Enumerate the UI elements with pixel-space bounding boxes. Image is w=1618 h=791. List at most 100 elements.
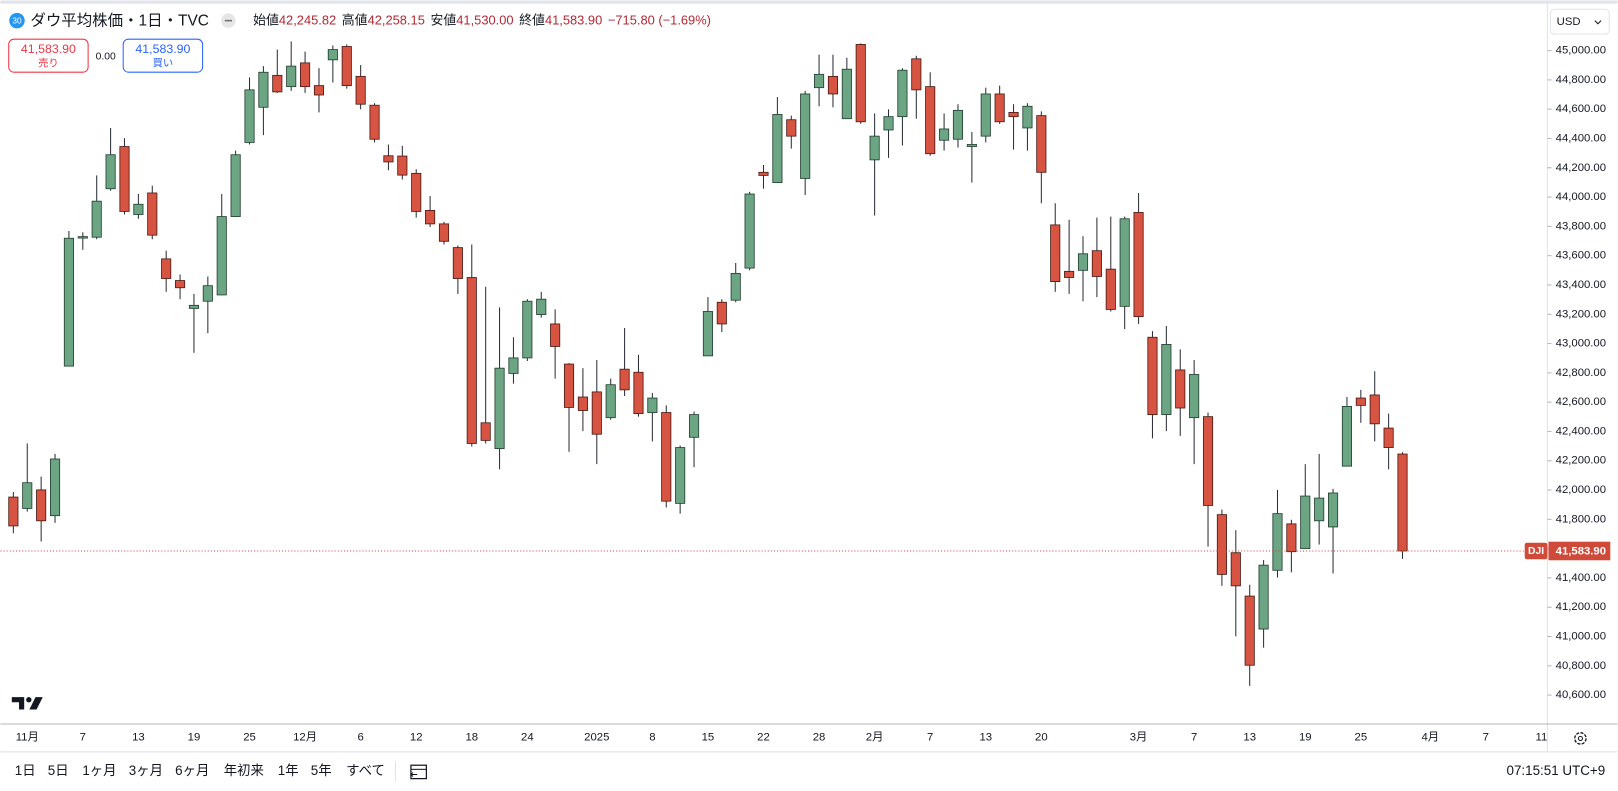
candle-body (1008, 111, 1019, 118)
buy-button[interactable]: 41,583.90 買い (122, 38, 204, 73)
candle-body (855, 44, 866, 123)
range-button[interactable]: すべて (346, 763, 385, 778)
candle-body (119, 146, 130, 212)
sell-label: 売り (38, 57, 59, 70)
y-tick-label: 44,000.00 (1556, 191, 1606, 203)
candle-body (550, 323, 561, 347)
candle-body (661, 412, 672, 502)
y-tick-label: 43,200.00 (1556, 308, 1606, 320)
range-button[interactable]: 5年 (311, 763, 332, 778)
settings-button[interactable] (1574, 732, 1587, 745)
spread: 0.00 (96, 51, 116, 62)
candle-body (452, 247, 463, 279)
clock[interactable]: 07:15:51 UTC+9 (1507, 763, 1606, 778)
range-button[interactable]: 1ヶ月 (82, 763, 116, 778)
y-tick-label: 41,000.00 (1556, 631, 1606, 643)
x-tick-label: 28 (813, 731, 826, 743)
symbol-tag (1524, 542, 1548, 560)
candle-body (1077, 253, 1089, 271)
y-tick-label: 40,600.00 (1556, 689, 1606, 701)
candle-body (327, 49, 338, 61)
y-tick-label: 44,200.00 (1556, 162, 1606, 174)
candle-body (1189, 374, 1200, 419)
y-tick-label: 44,800.00 (1556, 74, 1606, 86)
candle-body (980, 93, 991, 137)
range-button[interactable]: 年初来 (224, 763, 264, 778)
gear-inner (1577, 735, 1583, 741)
low-label: 安値 (431, 13, 457, 28)
candle-body (730, 272, 741, 301)
open-label: 始値 (253, 13, 279, 28)
candle-body (105, 154, 116, 190)
candle-body (591, 391, 602, 435)
y-tick-label: 44,400.00 (1556, 132, 1606, 144)
range-button[interactable]: 5日 (48, 763, 69, 778)
range-button[interactable]: 3ヶ月 (129, 763, 163, 778)
candle-body (1216, 514, 1227, 575)
candle-body (1119, 218, 1130, 307)
tradingview-logo[interactable] (11, 697, 43, 710)
candle-body (1022, 105, 1033, 129)
x-tick-label: 13 (132, 731, 145, 743)
candle-body (897, 69, 908, 118)
range-button[interactable]: 1日 (15, 763, 36, 778)
y-tick-label: 40,800.00 (1556, 660, 1606, 672)
y-tick-label: 42,400.00 (1556, 425, 1606, 437)
range-button[interactable]: 6ヶ月 (175, 763, 209, 778)
candle-body (1314, 497, 1325, 522)
x-tick-label: 3月 (1130, 731, 1148, 743)
x-tick-label: 13 (979, 731, 992, 743)
buy-box (122, 38, 204, 73)
candle-body (188, 304, 200, 309)
candle-body (1064, 270, 1075, 278)
range-button[interactable]: 1年 (278, 763, 299, 778)
date-range-button[interactable] (410, 764, 428, 780)
logo-part (26, 697, 32, 703)
x-tick-label: 6 (357, 731, 363, 743)
y-tick-label: 44,600.00 (1556, 103, 1606, 115)
candle-body (508, 357, 519, 374)
candle-body (1175, 369, 1186, 409)
x-tick-label: 8 (649, 731, 655, 743)
currency-select[interactable]: USD (1549, 8, 1610, 35)
x-tick-label: 15 (702, 731, 715, 743)
y-tick-label: 42,800.00 (1556, 367, 1606, 379)
x-tick-label: 24 (521, 731, 534, 743)
close-value: 41,583.90 (545, 13, 602, 28)
candle-body (1300, 495, 1311, 550)
candle-body (77, 236, 88, 239)
y-tick-label: 43,600.00 (1556, 250, 1606, 262)
calendar-icon (410, 764, 428, 780)
symbol-title[interactable]: ダウ平均株価・1日・TVC (30, 12, 209, 30)
sell-box (8, 38, 89, 73)
x-tick-label: 18 (465, 731, 478, 743)
candle-body (633, 371, 644, 414)
y-tick-label: 43,000.00 (1556, 338, 1606, 350)
candle-body (786, 119, 797, 137)
candle-body (1161, 344, 1172, 416)
candle-body (716, 301, 727, 325)
candle-body (230, 154, 241, 217)
candle-body (1383, 427, 1394, 448)
candle-body (1327, 492, 1339, 528)
candle-body (952, 109, 964, 140)
high-label: 高値 (342, 13, 368, 28)
symbol-tag-text: DJI (1528, 546, 1544, 557)
candle-body (286, 65, 297, 88)
sell-button[interactable]: 41,583.90 売り (8, 38, 89, 73)
ohlc-values: 始値42,245.82 高値42,258.15 安値41,530.00 終値41… (253, 13, 711, 28)
candle-body (536, 298, 547, 315)
candle-body (63, 237, 74, 367)
x-tick-label: 19 (1299, 731, 1312, 743)
candle-body (841, 68, 852, 120)
candle-body (619, 368, 630, 391)
x-tick-label: 12月 (293, 731, 317, 743)
candle-body (563, 363, 575, 408)
buy-label: 買い (153, 58, 174, 70)
plot-area (0, 41, 1552, 696)
candle-body (869, 135, 880, 161)
currency-label: USD (1557, 16, 1581, 28)
candle-body (383, 155, 394, 163)
candle-body (438, 223, 450, 242)
candle-body (605, 384, 616, 419)
